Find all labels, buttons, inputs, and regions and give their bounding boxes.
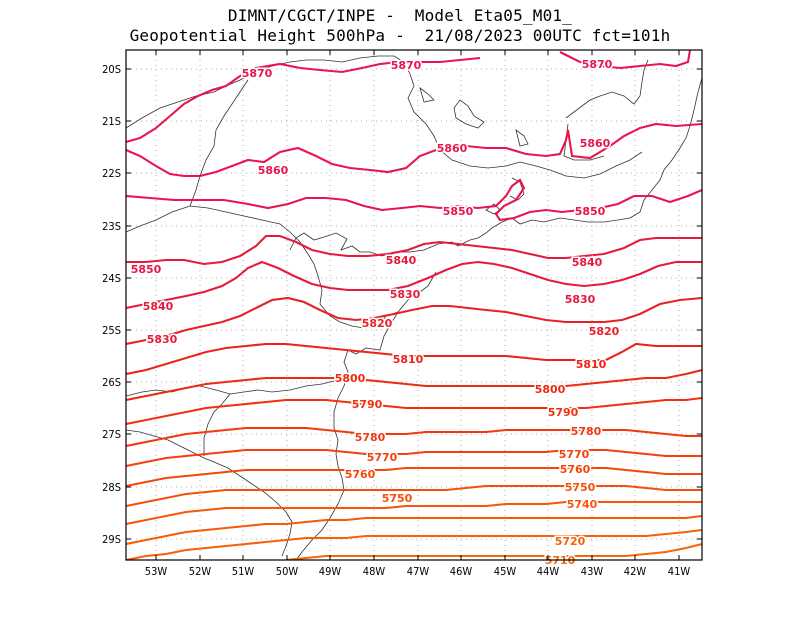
contour-5870-a: [126, 58, 480, 142]
state-border-3: [190, 80, 248, 206]
contour-label: 5770: [367, 451, 398, 464]
contour-label: 5780: [355, 431, 386, 444]
contour-label: 5850: [131, 263, 162, 276]
lat-tick-label: 24S: [102, 272, 121, 285]
coastline-and-borders: [126, 56, 702, 560]
lon-tick-label: 53W: [145, 565, 168, 578]
contour-label: 5840: [386, 254, 417, 267]
contour-label: 5820: [589, 325, 620, 338]
contour-lines: [126, 50, 702, 560]
contour-label: 5760: [560, 463, 591, 476]
contour-label: 5800: [535, 383, 566, 396]
contour-label: 5860: [580, 137, 611, 150]
contour-label: 5830: [565, 293, 596, 306]
longitude-axis: 53W 52W 51W 50W 49W 48W 47W 46W 45W 44W 43W 42W 41W: [145, 50, 691, 578]
lon-tick-label: 46W: [450, 565, 473, 578]
lat-tick-label: 25S: [102, 324, 121, 337]
lon-tick-label: 48W: [363, 565, 386, 578]
lon-tick-label: 43W: [581, 565, 604, 578]
contour-label: 5790: [352, 398, 383, 411]
contour-5870-b: [560, 50, 690, 68]
coastline-south-brazil: [296, 272, 436, 560]
contour-label: 5870: [242, 67, 273, 80]
contour-label: 5850: [443, 205, 474, 218]
contour-5850: [126, 180, 702, 220]
lat-tick-label: 22S: [102, 167, 121, 180]
contour-label: 5750: [565, 481, 596, 494]
contour-label: 5840: [572, 256, 603, 269]
contour-label: 5770: [559, 448, 590, 461]
contour-5770: [126, 450, 702, 466]
lat-tick-label: 27S: [102, 428, 121, 441]
contour-5740: [126, 502, 702, 524]
latitude-axis: 20S 21S 22S 23S 24S 25S 26S 27S 28S 29S: [102, 63, 702, 546]
country-border-1: [126, 430, 292, 556]
lon-tick-label: 50W: [276, 565, 299, 578]
lat-tick-label: 29S: [102, 533, 121, 546]
contour-5860: [126, 124, 702, 176]
contour-5710: [286, 544, 702, 560]
map-plot: 5870 5870 5870 5860 5860 5860 5850 5850 5850 5840…: [0, 0, 800, 618]
contour-label: 5750: [382, 492, 413, 505]
lon-tick-label: 51W: [232, 565, 255, 578]
lat-tick-label: 20S: [102, 63, 121, 76]
contour-5760: [126, 468, 702, 486]
lon-tick-label: 45W: [494, 565, 517, 578]
lat-tick-label: 21S: [102, 115, 121, 128]
contour-5830: [126, 262, 702, 308]
plot-frame: [126, 50, 702, 560]
contour-label: 5800: [335, 372, 366, 385]
lat-tick-label: 28S: [102, 481, 121, 494]
contour-label: 5790: [548, 406, 579, 419]
lat-tick-label: 23S: [102, 220, 121, 233]
contour-label: 5810: [393, 353, 424, 366]
lon-tick-label: 52W: [189, 565, 212, 578]
contour-label: 5870: [582, 58, 613, 71]
contour-label: 5830: [390, 288, 421, 301]
contour-label: 5810: [576, 358, 607, 371]
lon-tick-label: 41W: [668, 565, 691, 578]
contour-label: 5780: [571, 425, 602, 438]
contour-5780: [126, 428, 702, 446]
contour-label: 5850: [575, 205, 606, 218]
contour-label: 5820: [362, 317, 393, 330]
lat-tick-label: 26S: [102, 376, 121, 389]
contour-label: 5870: [391, 59, 422, 72]
country-border-2: [204, 394, 230, 456]
lon-tick-label: 47W: [407, 565, 430, 578]
contour-label: 5720: [555, 535, 586, 548]
graticule-grid: [126, 50, 702, 560]
contour-label: 5860: [437, 142, 468, 155]
lon-tick-label: 42W: [624, 565, 647, 578]
contour-5800: [126, 370, 702, 400]
lon-tick-label: 49W: [319, 565, 342, 578]
contour-label: 5860: [258, 164, 289, 177]
contour-label: 5840: [143, 300, 174, 313]
state-border-1: [126, 56, 642, 178]
contour-5730: [126, 516, 702, 544]
contour-label: 5830: [147, 333, 178, 346]
contour-label: 5740: [567, 498, 598, 511]
lon-tick-label: 44W: [537, 565, 560, 578]
contour-label: 5760: [345, 468, 376, 481]
contour-5790: [126, 398, 702, 424]
